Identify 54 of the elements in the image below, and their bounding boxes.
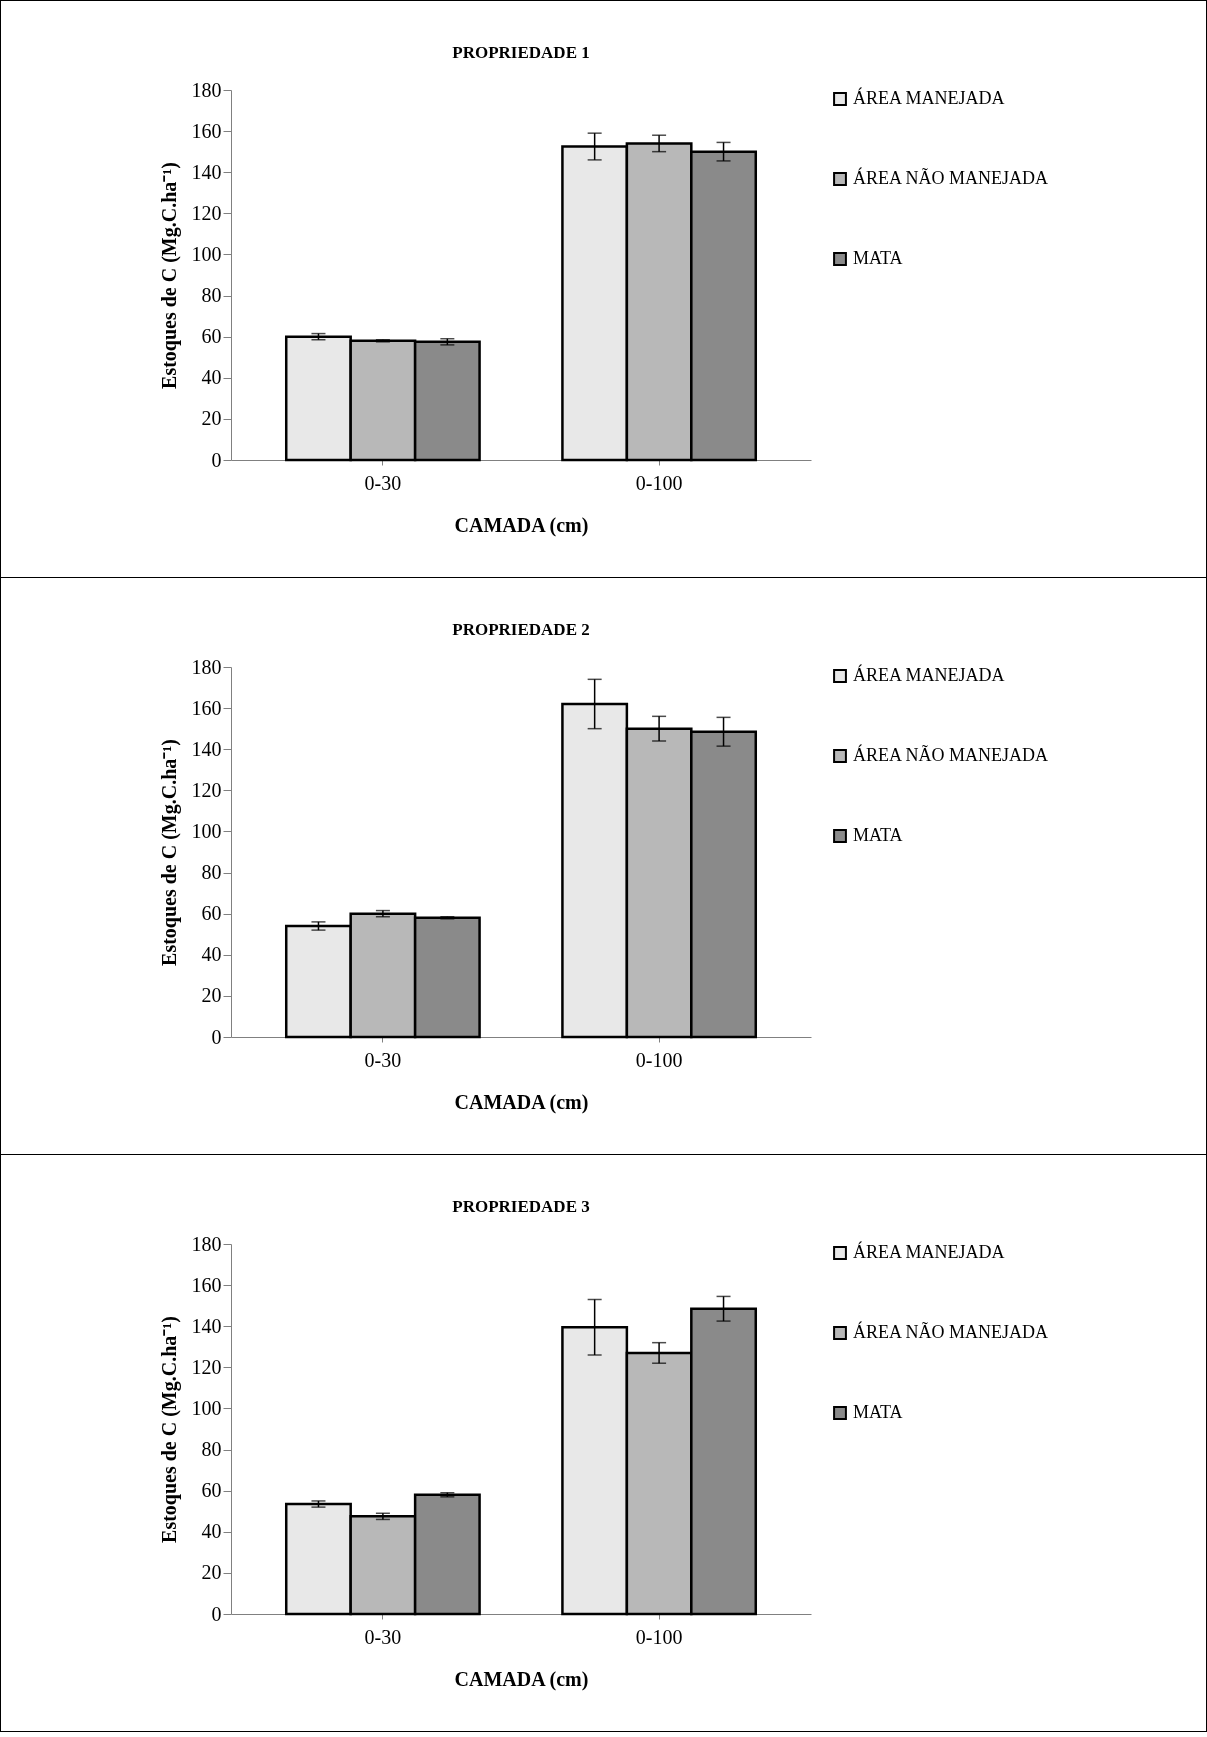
x-axis-title: CAMADA (cm) bbox=[454, 1090, 588, 1113]
y-tick-label: 180 bbox=[191, 78, 221, 100]
y-tick-label: 40 bbox=[201, 365, 221, 388]
y-tick-label: 140 bbox=[191, 737, 221, 760]
y-tick-label: 40 bbox=[201, 1519, 221, 1542]
x-tick-label: 0-30 bbox=[364, 471, 401, 493]
y-tick-label: 60 bbox=[201, 1478, 221, 1501]
chart-title: PROPRIEDADE 3 bbox=[451, 1196, 590, 1216]
chart-title: PROPRIEDADE 1 bbox=[451, 42, 590, 62]
y-axis-title: Estoques de C (Mg.C.ha⁻¹) bbox=[157, 161, 180, 389]
y-tick-label: 100 bbox=[191, 819, 221, 842]
y-tick-label: 180 bbox=[191, 1232, 221, 1254]
y-axis-title: Estoques de C (Mg.C.ha⁻¹) bbox=[157, 1315, 180, 1543]
y-tick-label: 80 bbox=[201, 283, 221, 306]
y-tick-label: 0 bbox=[211, 448, 221, 470]
y-axis-title: Estoques de C (Mg.C.ha⁻¹) bbox=[157, 738, 180, 966]
legend-label: ÁREA MANEJADA bbox=[852, 1240, 1005, 1262]
legend-label: ÁREA NÃO MANEJADA bbox=[852, 166, 1048, 188]
y-tick-label: 140 bbox=[191, 160, 221, 183]
chart-title: PROPRIEDADE 2 bbox=[451, 619, 590, 639]
y-tick-label: 20 bbox=[201, 983, 221, 1006]
x-tick-label: 0-100 bbox=[635, 471, 682, 493]
legend-label: MATA bbox=[852, 824, 903, 845]
y-tick-label: 80 bbox=[201, 1437, 221, 1460]
y-tick-label: 20 bbox=[201, 1560, 221, 1583]
y-tick-label: 100 bbox=[191, 242, 221, 265]
legend-label: ÁREA NÃO MANEJADA bbox=[852, 743, 1048, 765]
x-tick-label: 0-30 bbox=[364, 1048, 401, 1070]
x-tick-label: 0-30 bbox=[364, 1625, 401, 1647]
y-tick-label: 160 bbox=[191, 119, 221, 142]
x-axis-title: CAMADA (cm) bbox=[454, 1667, 588, 1690]
x-axis-title: CAMADA (cm) bbox=[454, 513, 588, 536]
y-tick-label: 0 bbox=[211, 1025, 221, 1047]
y-tick-label: 140 bbox=[191, 1314, 221, 1337]
y-tick-label: 180 bbox=[191, 655, 221, 677]
y-tick-label: 160 bbox=[191, 696, 221, 719]
x-tick-label: 0-100 bbox=[635, 1048, 682, 1070]
y-tick-label: 120 bbox=[191, 1355, 221, 1378]
y-tick-label: 60 bbox=[201, 901, 221, 924]
y-tick-label: 120 bbox=[191, 201, 221, 224]
legend-label: ÁREA MANEJADA bbox=[852, 86, 1005, 108]
y-tick-label: 40 bbox=[201, 942, 221, 965]
y-tick-label: 160 bbox=[191, 1273, 221, 1296]
legend-label: ÁREA MANEJADA bbox=[852, 663, 1005, 685]
x-tick-label: 0-100 bbox=[635, 1625, 682, 1647]
y-tick-label: 60 bbox=[201, 324, 221, 347]
y-tick-label: 100 bbox=[191, 1396, 221, 1419]
legend-label: ÁREA NÃO MANEJADA bbox=[852, 1320, 1048, 1342]
legend-label: MATA bbox=[852, 1401, 903, 1422]
y-tick-label: 0 bbox=[211, 1602, 221, 1624]
y-tick-label: 80 bbox=[201, 860, 221, 883]
legend-label: MATA bbox=[852, 247, 903, 268]
y-tick-label: 20 bbox=[201, 406, 221, 429]
y-tick-label: 120 bbox=[191, 778, 221, 801]
